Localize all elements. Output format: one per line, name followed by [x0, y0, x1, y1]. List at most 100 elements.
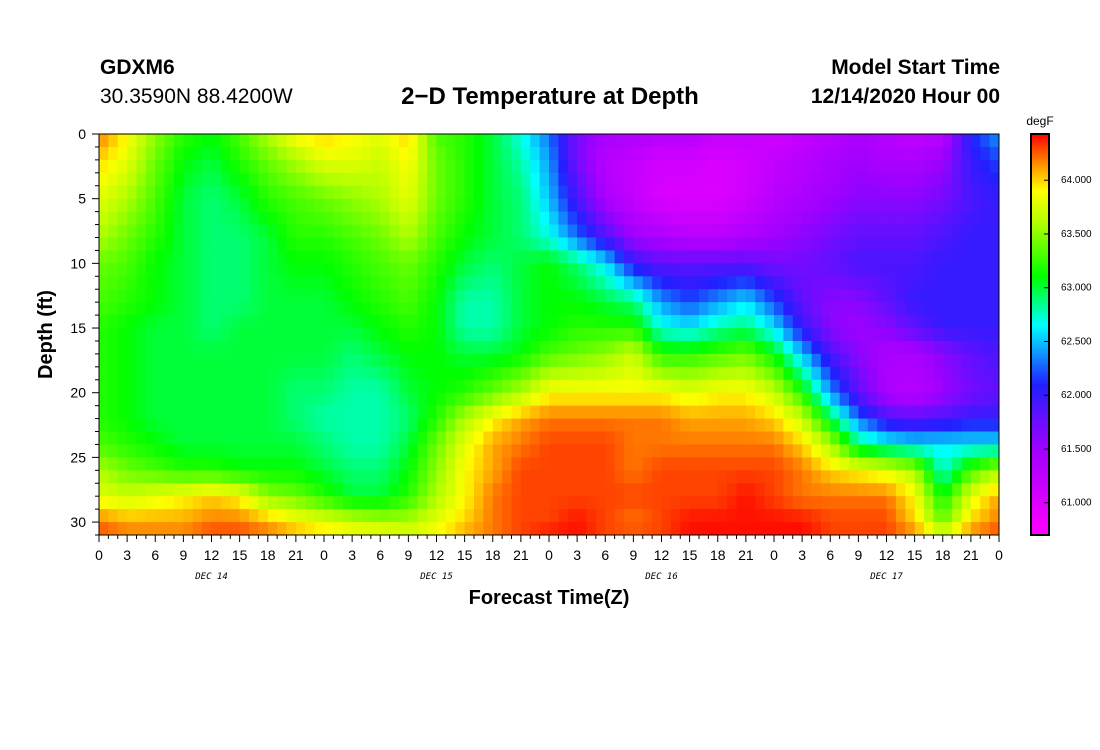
heatmap-cell	[145, 379, 156, 394]
heatmap-cell	[502, 431, 513, 446]
heatmap-cell	[530, 159, 541, 174]
heatmap-cell	[830, 444, 841, 458]
heatmap-cell	[324, 340, 334, 355]
heatmap-cell	[905, 405, 916, 420]
heatmap-cell	[736, 522, 747, 535]
heatmap-cell	[520, 224, 531, 239]
heatmap-cell	[886, 457, 897, 471]
heatmap-cell	[830, 509, 841, 523]
heatmap-cell	[586, 134, 597, 148]
heatmap-cell	[483, 185, 494, 200]
heatmap-cell	[708, 159, 719, 174]
heatmap-cell	[558, 159, 569, 174]
heatmap-cell	[886, 483, 897, 497]
heatmap-cell	[258, 405, 269, 420]
heatmap-cell	[286, 483, 297, 497]
heatmap-cell	[342, 146, 353, 161]
heatmap-cell	[483, 237, 494, 252]
heatmap-cell	[642, 444, 653, 458]
heatmap-cell	[492, 302, 503, 316]
heatmap-cell	[520, 198, 531, 213]
heatmap-cell	[108, 315, 119, 329]
heatmap-cell	[174, 418, 184, 433]
heatmap-cell	[164, 457, 175, 471]
heatmap-cell	[192, 457, 203, 471]
heatmap-cell	[474, 146, 484, 161]
heatmap-cell	[652, 379, 663, 394]
heatmap-cell	[145, 134, 156, 148]
heatmap-cell	[183, 392, 194, 407]
heatmap-cell	[989, 457, 999, 471]
heatmap-cell	[942, 379, 953, 394]
heatmap-cell	[802, 431, 813, 446]
heatmap-cell	[595, 366, 606, 381]
heatmap-cell	[258, 276, 269, 290]
heatmap-cell	[736, 328, 747, 342]
heatmap-cell	[586, 496, 597, 510]
heatmap-cell	[670, 366, 681, 381]
heatmap-cell	[277, 522, 288, 535]
heatmap-cell	[699, 276, 709, 290]
heatmap-cell	[220, 457, 231, 471]
heatmap-cell	[502, 198, 513, 213]
heatmap-cell	[970, 483, 981, 497]
heatmap-cell	[858, 276, 869, 290]
heatmap-cell	[886, 146, 897, 161]
heatmap-cell	[802, 379, 813, 394]
heatmap-cell	[380, 470, 391, 484]
heatmap-cell	[774, 315, 784, 329]
heatmap-cell	[239, 418, 250, 433]
heatmap-cell	[99, 496, 109, 510]
heatmap-cell	[717, 392, 728, 407]
heatmap-cell	[389, 418, 400, 433]
heatmap-cell	[839, 405, 850, 420]
heatmap-cell	[333, 159, 344, 174]
x-tick-label: 6	[151, 547, 159, 563]
heatmap-cell	[239, 444, 250, 458]
heatmap-cell	[661, 237, 672, 252]
heatmap-cell	[783, 379, 794, 394]
heatmap-cell	[820, 496, 831, 510]
heatmap-cell	[764, 224, 775, 239]
heatmap-cell	[539, 522, 550, 535]
heatmap-cell	[380, 405, 391, 420]
heatmap-cell	[249, 405, 259, 420]
heatmap-cell	[464, 392, 475, 407]
heatmap-cell	[792, 431, 803, 446]
heatmap-cell	[614, 224, 625, 239]
heatmap-cell	[361, 198, 372, 213]
heatmap-cell	[314, 522, 325, 535]
heatmap-cell	[924, 146, 934, 161]
heatmap-cell	[192, 237, 203, 252]
heatmap-cell	[174, 457, 184, 471]
heatmap-cell	[670, 353, 681, 368]
heatmap-cell	[764, 211, 775, 226]
heatmap-cell	[652, 250, 663, 264]
heatmap-cell	[530, 366, 541, 381]
colorbar-tick-label: 63.500	[1061, 229, 1092, 240]
heatmap-cell	[792, 315, 803, 329]
heatmap-cell	[408, 237, 419, 252]
heatmap-cell	[445, 263, 456, 277]
heatmap-cell	[689, 211, 700, 226]
heatmap-cell	[202, 315, 213, 329]
heatmap-cell	[877, 418, 888, 433]
heatmap-cell	[380, 289, 391, 303]
heatmap-cell	[867, 159, 878, 174]
heatmap-cell	[849, 509, 859, 523]
heatmap-cell	[849, 366, 859, 381]
heatmap-cell	[867, 522, 878, 535]
heatmap-cell	[164, 496, 175, 510]
heatmap-cell	[942, 159, 953, 174]
heatmap-cell	[520, 237, 531, 252]
heatmap-cell	[717, 496, 728, 510]
heatmap-cell	[408, 134, 419, 148]
heatmap-cell	[108, 250, 119, 264]
heatmap-cell	[352, 250, 363, 264]
heatmap-cell	[127, 379, 138, 394]
heatmap-cell	[455, 353, 466, 368]
heatmap-cell	[324, 289, 334, 303]
heatmap-cell	[849, 496, 859, 510]
heatmap-cell	[858, 134, 869, 148]
heatmap-cell	[745, 431, 756, 446]
